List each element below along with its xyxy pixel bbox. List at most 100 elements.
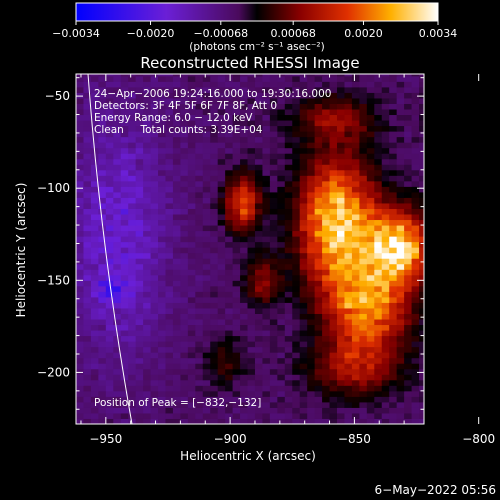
heatmap-cell: [195, 341, 204, 348]
heatmap-cell: [225, 97, 234, 104]
heatmap-cell: [284, 202, 293, 209]
heatmap-cell: [344, 252, 353, 259]
heatmap-cell: [419, 114, 424, 121]
heatmap-cell: [195, 374, 204, 381]
heatmap-cell: [83, 214, 92, 221]
heatmap-cell: [143, 142, 152, 149]
heatmap-cell: [217, 396, 226, 403]
heatmap-cell: [381, 274, 390, 281]
heatmap-cell: [307, 202, 316, 209]
heatmap-cell: [105, 418, 114, 424]
heatmap-cell: [105, 186, 114, 193]
heatmap-cell: [76, 274, 84, 281]
heatmap-cell: [404, 109, 413, 116]
heatmap-cell: [314, 225, 323, 232]
heatmap-cell: [329, 385, 338, 392]
heatmap-cell: [105, 219, 114, 226]
heatmap-cell: [113, 385, 122, 392]
heatmap-cell: [351, 147, 360, 154]
heatmap-cell: [90, 285, 99, 292]
heatmap-cell: [76, 307, 84, 314]
heatmap-cell: [172, 280, 181, 287]
heatmap-cell: [262, 92, 271, 99]
heatmap-cell: [135, 109, 144, 116]
heatmap-cell: [322, 103, 331, 110]
heatmap-cell: [143, 164, 152, 171]
heatmap-cell: [299, 302, 308, 309]
heatmap-cell: [225, 202, 234, 209]
heatmap-cell: [128, 230, 137, 237]
heatmap-cell: [217, 418, 226, 424]
heatmap-cell: [76, 418, 84, 424]
heatmap-cell: [329, 269, 338, 276]
heatmap-cell: [217, 92, 226, 99]
heatmap-cell: [411, 103, 420, 110]
heatmap-cell: [337, 214, 345, 221]
heatmap-cell: [389, 357, 398, 364]
heatmap-cell: [202, 396, 211, 403]
heatmap-cell: [187, 214, 196, 221]
heatmap-cell: [262, 302, 271, 309]
heatmap-cell: [225, 252, 234, 259]
heatmap-cell: [322, 258, 331, 265]
heatmap-cell: [254, 186, 263, 193]
heatmap-cell: [322, 241, 331, 248]
heatmap-cell: [404, 418, 413, 424]
heatmap-cell: [90, 92, 99, 99]
heatmap-cell: [292, 92, 301, 99]
heatmap-cell: [396, 219, 405, 226]
heatmap-cell: [172, 263, 181, 270]
heatmap-cell: [411, 225, 420, 232]
heatmap-cell: [351, 120, 360, 127]
heatmap-cell: [389, 103, 398, 110]
heatmap-cell: [240, 385, 249, 392]
heatmap-cell: [359, 131, 368, 138]
heatmap-cell: [105, 341, 114, 348]
heatmap-cell: [210, 291, 219, 298]
annotation-detectors: Detectors: 3F 4F 5F 6F 7F 8F, Att 0: [94, 100, 277, 112]
heatmap-cell: [389, 92, 398, 99]
heatmap-cell: [210, 169, 219, 176]
heatmap-cell: [105, 92, 114, 99]
heatmap-cell: [165, 197, 174, 204]
heatmap-cell: [210, 412, 219, 419]
heatmap-cell: [240, 147, 249, 154]
heatmap-cell: [254, 291, 263, 298]
heatmap-cell: [143, 302, 152, 309]
heatmap-cell: [225, 208, 234, 215]
heatmap-cell: [351, 236, 360, 243]
heatmap-cell: [180, 147, 189, 154]
heatmap-cell: [105, 142, 114, 149]
heatmap-cell: [322, 307, 331, 314]
heatmap-cell: [217, 202, 226, 209]
heatmap-cell: [419, 247, 424, 254]
heatmap-cell: [128, 136, 137, 143]
heatmap-cell: [351, 103, 360, 110]
heatmap-cell: [180, 412, 189, 419]
heatmap-cell: [113, 180, 122, 187]
heatmap-cell: [269, 225, 278, 232]
heatmap-cell: [128, 324, 137, 331]
heatmap-cell: [322, 164, 331, 171]
heatmap-cell: [374, 363, 383, 370]
heatmap-cell: [314, 285, 323, 292]
heatmap-cell: [351, 225, 360, 232]
heatmap-cell: [337, 274, 345, 281]
heatmap-cells: [76, 74, 424, 424]
heatmap-cell: [180, 401, 189, 408]
heatmap-cell: [113, 252, 122, 259]
heatmap-cell: [389, 296, 398, 303]
y-tick-label: −50: [45, 89, 70, 103]
heatmap-cell: [329, 109, 338, 116]
heatmap-cell: [217, 125, 226, 132]
heatmap-cell: [292, 274, 301, 281]
heatmap-cell: [143, 131, 152, 138]
heatmap-cell: [277, 81, 286, 88]
heatmap-cell: [277, 335, 286, 342]
heatmap-cell: [83, 247, 92, 254]
heatmap-cell: [232, 120, 241, 127]
heatmap-cell: [143, 136, 152, 143]
heatmap-cell: [113, 114, 122, 121]
heatmap-cell: [187, 175, 196, 182]
heatmap-cell: [366, 241, 375, 248]
